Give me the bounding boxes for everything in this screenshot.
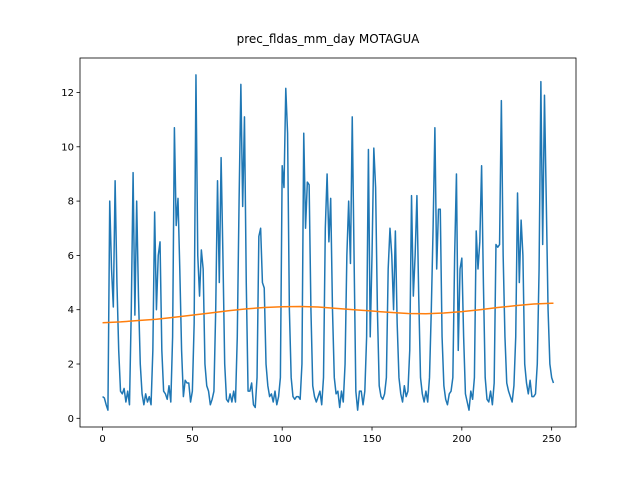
- y-tick-label: 6: [68, 251, 74, 262]
- data-line: [102, 74, 555, 411]
- x-tick-label: 50: [186, 434, 199, 445]
- x-tick-label: 0: [99, 434, 105, 445]
- x-tick-label: 250: [542, 434, 561, 445]
- data-line: [102, 302, 554, 324]
- chart-title: prec_fldas_mm_day MOTAGUA: [237, 32, 421, 46]
- x-tick-label: 100: [273, 434, 292, 445]
- y-tick-label: 10: [61, 142, 74, 153]
- y-tick-label: 0: [68, 414, 74, 425]
- y-tick-label: 12: [61, 88, 74, 99]
- y-tick-label: 2: [68, 360, 74, 371]
- plot-frame: [79, 57, 577, 428]
- y-tick-label: 8: [68, 197, 74, 208]
- x-tick-label: 150: [362, 434, 381, 445]
- x-tick-label: 200: [452, 434, 471, 445]
- y-tick-label: 4: [68, 305, 74, 316]
